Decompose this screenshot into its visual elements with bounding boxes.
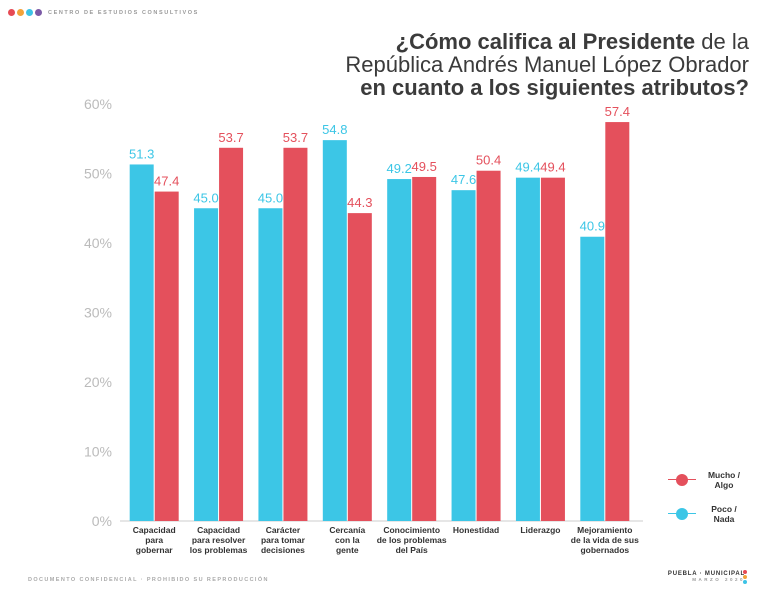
- x-tick-label: Conocimiento de los problemas del País: [377, 525, 447, 555]
- data-label-mucho-algo: 47.4: [154, 174, 179, 189]
- x-tick-label: Capacidad para gobernar: [133, 525, 176, 555]
- footer-dot: [743, 570, 747, 574]
- bar-poco-nada: [258, 208, 283, 521]
- legend-marker-mucho: [668, 474, 696, 486]
- bar-mucho-algo: [540, 177, 565, 522]
- bar-poco-nada: [322, 140, 347, 521]
- y-tick-label: 0%: [92, 513, 112, 529]
- chart-title: ¿Cómo califica al Presidente de la Repúb…: [345, 30, 749, 99]
- data-label-mucho-algo: 50.4: [476, 153, 501, 168]
- footer-region: PUEBLA · MUNICIPAL: [667, 571, 745, 577]
- bar-mucho-algo: [476, 170, 501, 521]
- footer-dot: [743, 575, 747, 579]
- brand-name: CENTRO DE ESTUDIOS CONSULTIVOS: [48, 9, 199, 16]
- bar-poco-nada: [387, 179, 412, 521]
- title-line2: República Andrés Manuel López Obrador: [345, 52, 749, 77]
- x-tick-label: Cercanía con la gente: [329, 525, 365, 555]
- brand-dot: [26, 9, 33, 16]
- y-tick-label: 50%: [84, 166, 112, 182]
- bar-mucho-algo: [219, 147, 244, 521]
- title-line3: en cuanto a los siguientes atributos?: [360, 75, 749, 100]
- y-tick-label: 10%: [84, 444, 112, 460]
- data-label-mucho-algo: 53.7: [283, 130, 308, 145]
- footer-date: MARZO 2020: [692, 577, 745, 582]
- data-label-mucho-algo: 57.4: [605, 104, 630, 119]
- bar-poco-nada: [451, 190, 476, 521]
- y-tick-label: 60%: [84, 96, 112, 112]
- brand-header: CENTRO DE ESTUDIOS CONSULTIVOS: [8, 9, 199, 16]
- footer-confidential: DOCUMENTO CONFIDENCIAL · PROHIBIDO SU RE…: [28, 577, 269, 583]
- legend-item-poco: Poco / Nada: [668, 504, 748, 524]
- bar-poco-nada: [515, 177, 540, 522]
- title-line1-light: de la: [695, 29, 749, 54]
- footer-logo-dots: [743, 570, 747, 584]
- y-tick-label: 40%: [84, 235, 112, 251]
- brand-dot: [35, 9, 42, 16]
- data-label-poco-nada: 49.4: [515, 160, 540, 175]
- bar-mucho-algo: [283, 147, 308, 521]
- legend-label-poco: Poco / Nada: [711, 504, 737, 524]
- data-label-mucho-algo: 44.3: [347, 195, 372, 210]
- data-label-poco-nada: 47.6: [451, 172, 476, 187]
- title-line1-bold: ¿Cómo califica al Presidente: [395, 29, 696, 54]
- data-label-mucho-algo: 53.7: [218, 130, 243, 145]
- x-tick-label: Honestidad: [453, 525, 499, 535]
- y-tick-label: 20%: [84, 374, 112, 390]
- bar-poco-nada: [194, 208, 219, 521]
- chart-legend: Mucho / Algo Poco / Nada: [668, 470, 748, 538]
- data-label-poco-nada: 40.9: [580, 219, 605, 234]
- bar-poco-nada: [580, 236, 605, 521]
- bar-mucho-algo: [347, 213, 372, 522]
- data-label-poco-nada: 51.3: [129, 146, 154, 161]
- data-label-poco-nada: 45.0: [258, 190, 283, 205]
- x-tick-label: Carácter para tomar decisiones: [261, 525, 306, 555]
- data-label-poco-nada: 54.8: [322, 122, 347, 137]
- legend-marker-poco: [668, 508, 696, 520]
- bar-mucho-algo: [605, 122, 630, 521]
- footer-info: PUEBLA · MUNICIPAL MARZO 2020: [668, 571, 745, 582]
- data-label-mucho-algo: 49.4: [540, 160, 565, 175]
- data-label-poco-nada: 45.0: [193, 190, 218, 205]
- footer-dot: [743, 580, 747, 584]
- legend-label-mucho: Mucho / Algo: [707, 470, 741, 490]
- data-label-mucho-algo: 49.5: [412, 159, 437, 174]
- x-tick-label: Mejoramiento de la vida de sus gobernados: [571, 525, 639, 555]
- brand-logo-dots: [8, 9, 42, 16]
- brand-dot: [8, 9, 15, 16]
- x-tick-label: Capacidad para resolver los problemas: [190, 525, 248, 555]
- data-label-poco-nada: 49.2: [387, 161, 412, 176]
- bar-mucho-algo: [412, 176, 437, 521]
- brand-dot: [17, 9, 24, 16]
- x-tick-label: Liderazgo: [520, 525, 560, 535]
- bar-poco-nada: [129, 164, 154, 521]
- legend-item-mucho: Mucho / Algo: [668, 470, 748, 490]
- bar-mucho-algo: [154, 191, 179, 521]
- y-tick-label: 30%: [84, 305, 112, 321]
